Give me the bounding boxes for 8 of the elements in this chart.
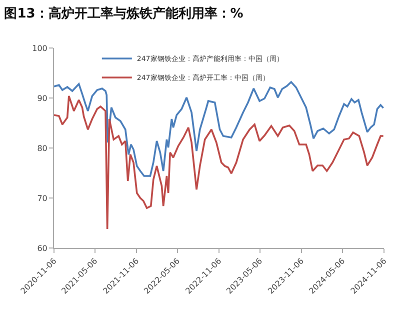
y-tick-label: 80: [37, 144, 48, 153]
y-tick-label: 70: [37, 194, 48, 203]
chart-title: 图13：高炉开工率与炼铁产能利用率：%: [4, 5, 244, 22]
y-tick-label: 90: [37, 94, 48, 103]
line-series: [54, 81, 384, 177]
line-series: [54, 95, 384, 230]
y-tick-label: 60: [37, 244, 48, 253]
y-tick-label: 100: [32, 44, 48, 53]
